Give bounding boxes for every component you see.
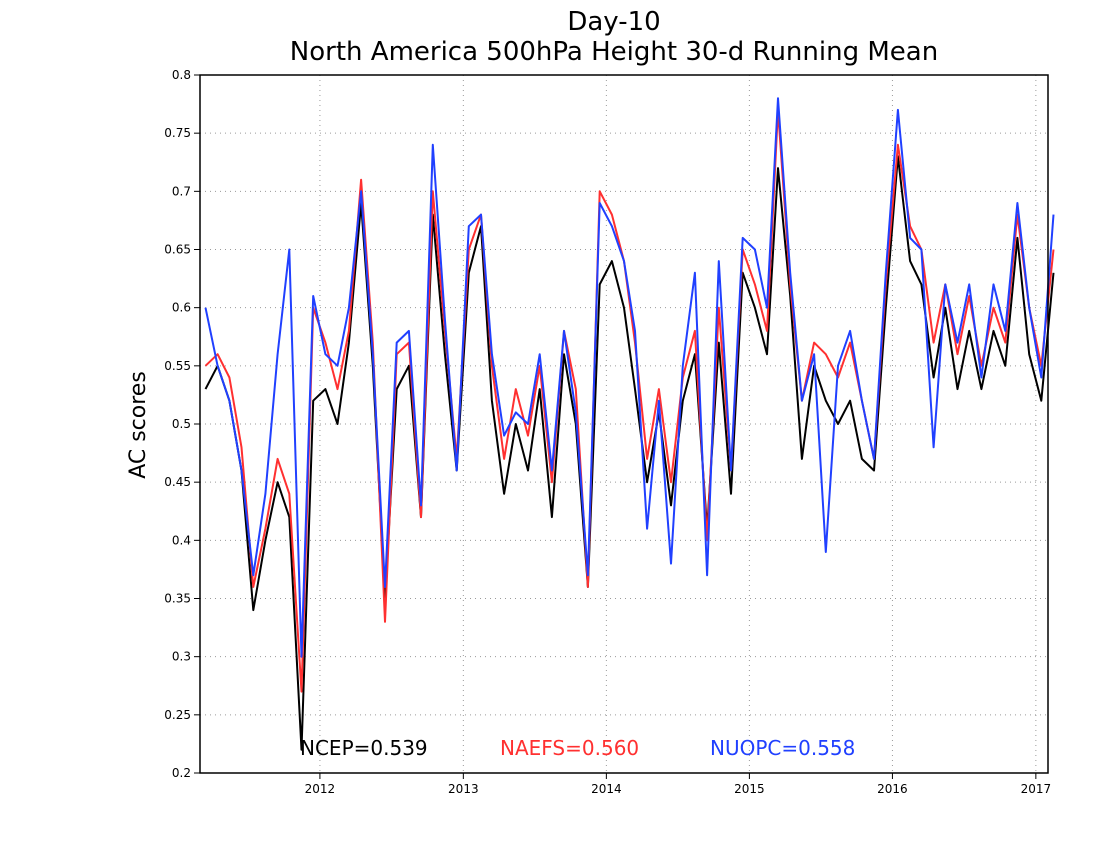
y-tick-label: 0.65 — [164, 243, 191, 257]
series-line-nuopc — [204, 97, 1055, 658]
x-tick-label: 2016 — [877, 782, 908, 796]
x-tick-label: 2012 — [305, 782, 336, 796]
legend-naefs: NAEFS=0.560 — [500, 736, 639, 760]
y-tick-label: 0.8 — [172, 68, 191, 82]
y-tick-label: 0.3 — [172, 650, 191, 664]
series-lines — [204, 97, 1055, 751]
y-tick-label: 0.7 — [172, 184, 191, 198]
y-tick-label: 0.45 — [164, 475, 191, 489]
y-tick-label: 0.35 — [164, 592, 191, 606]
x-tick-label: 2017 — [1021, 782, 1052, 796]
x-tick-label: 2013 — [448, 782, 479, 796]
chart-title-line-2: North America 500hPa Height 30-d Running… — [290, 37, 938, 67]
y-tick-label: 0.6 — [172, 301, 191, 315]
y-tick-label: 0.55 — [164, 359, 191, 373]
y-tick-label: 0.5 — [172, 417, 191, 431]
legend-ncep: NCEP=0.539 — [300, 736, 428, 760]
series-line-naefs — [204, 108, 1055, 693]
y-axis: 0.2 0.25 0.3 0.35 0.4 0.45 0.5 0.55 0.6 0.65 0.7 0.… — [164, 68, 200, 780]
y-axis-label: AC scores — [126, 371, 151, 479]
y-tick-label: 0.2 — [172, 766, 191, 780]
chart-title-line-1: Day-10 — [567, 7, 660, 37]
grid-lines — [200, 75, 1048, 773]
x-tick-label: 2014 — [591, 782, 622, 796]
y-tick-label: 0.75 — [164, 126, 191, 140]
y-tick-label: 0.25 — [164, 708, 191, 722]
y-tick-label: 0.4 — [172, 533, 191, 547]
x-axis: 2012 2013 2014 2015 2016 2017 — [305, 773, 1051, 796]
series-line-ncep — [204, 155, 1055, 751]
legend-nuopc: NUOPC=0.558 — [710, 736, 855, 760]
x-tick-label: 2015 — [734, 782, 765, 796]
